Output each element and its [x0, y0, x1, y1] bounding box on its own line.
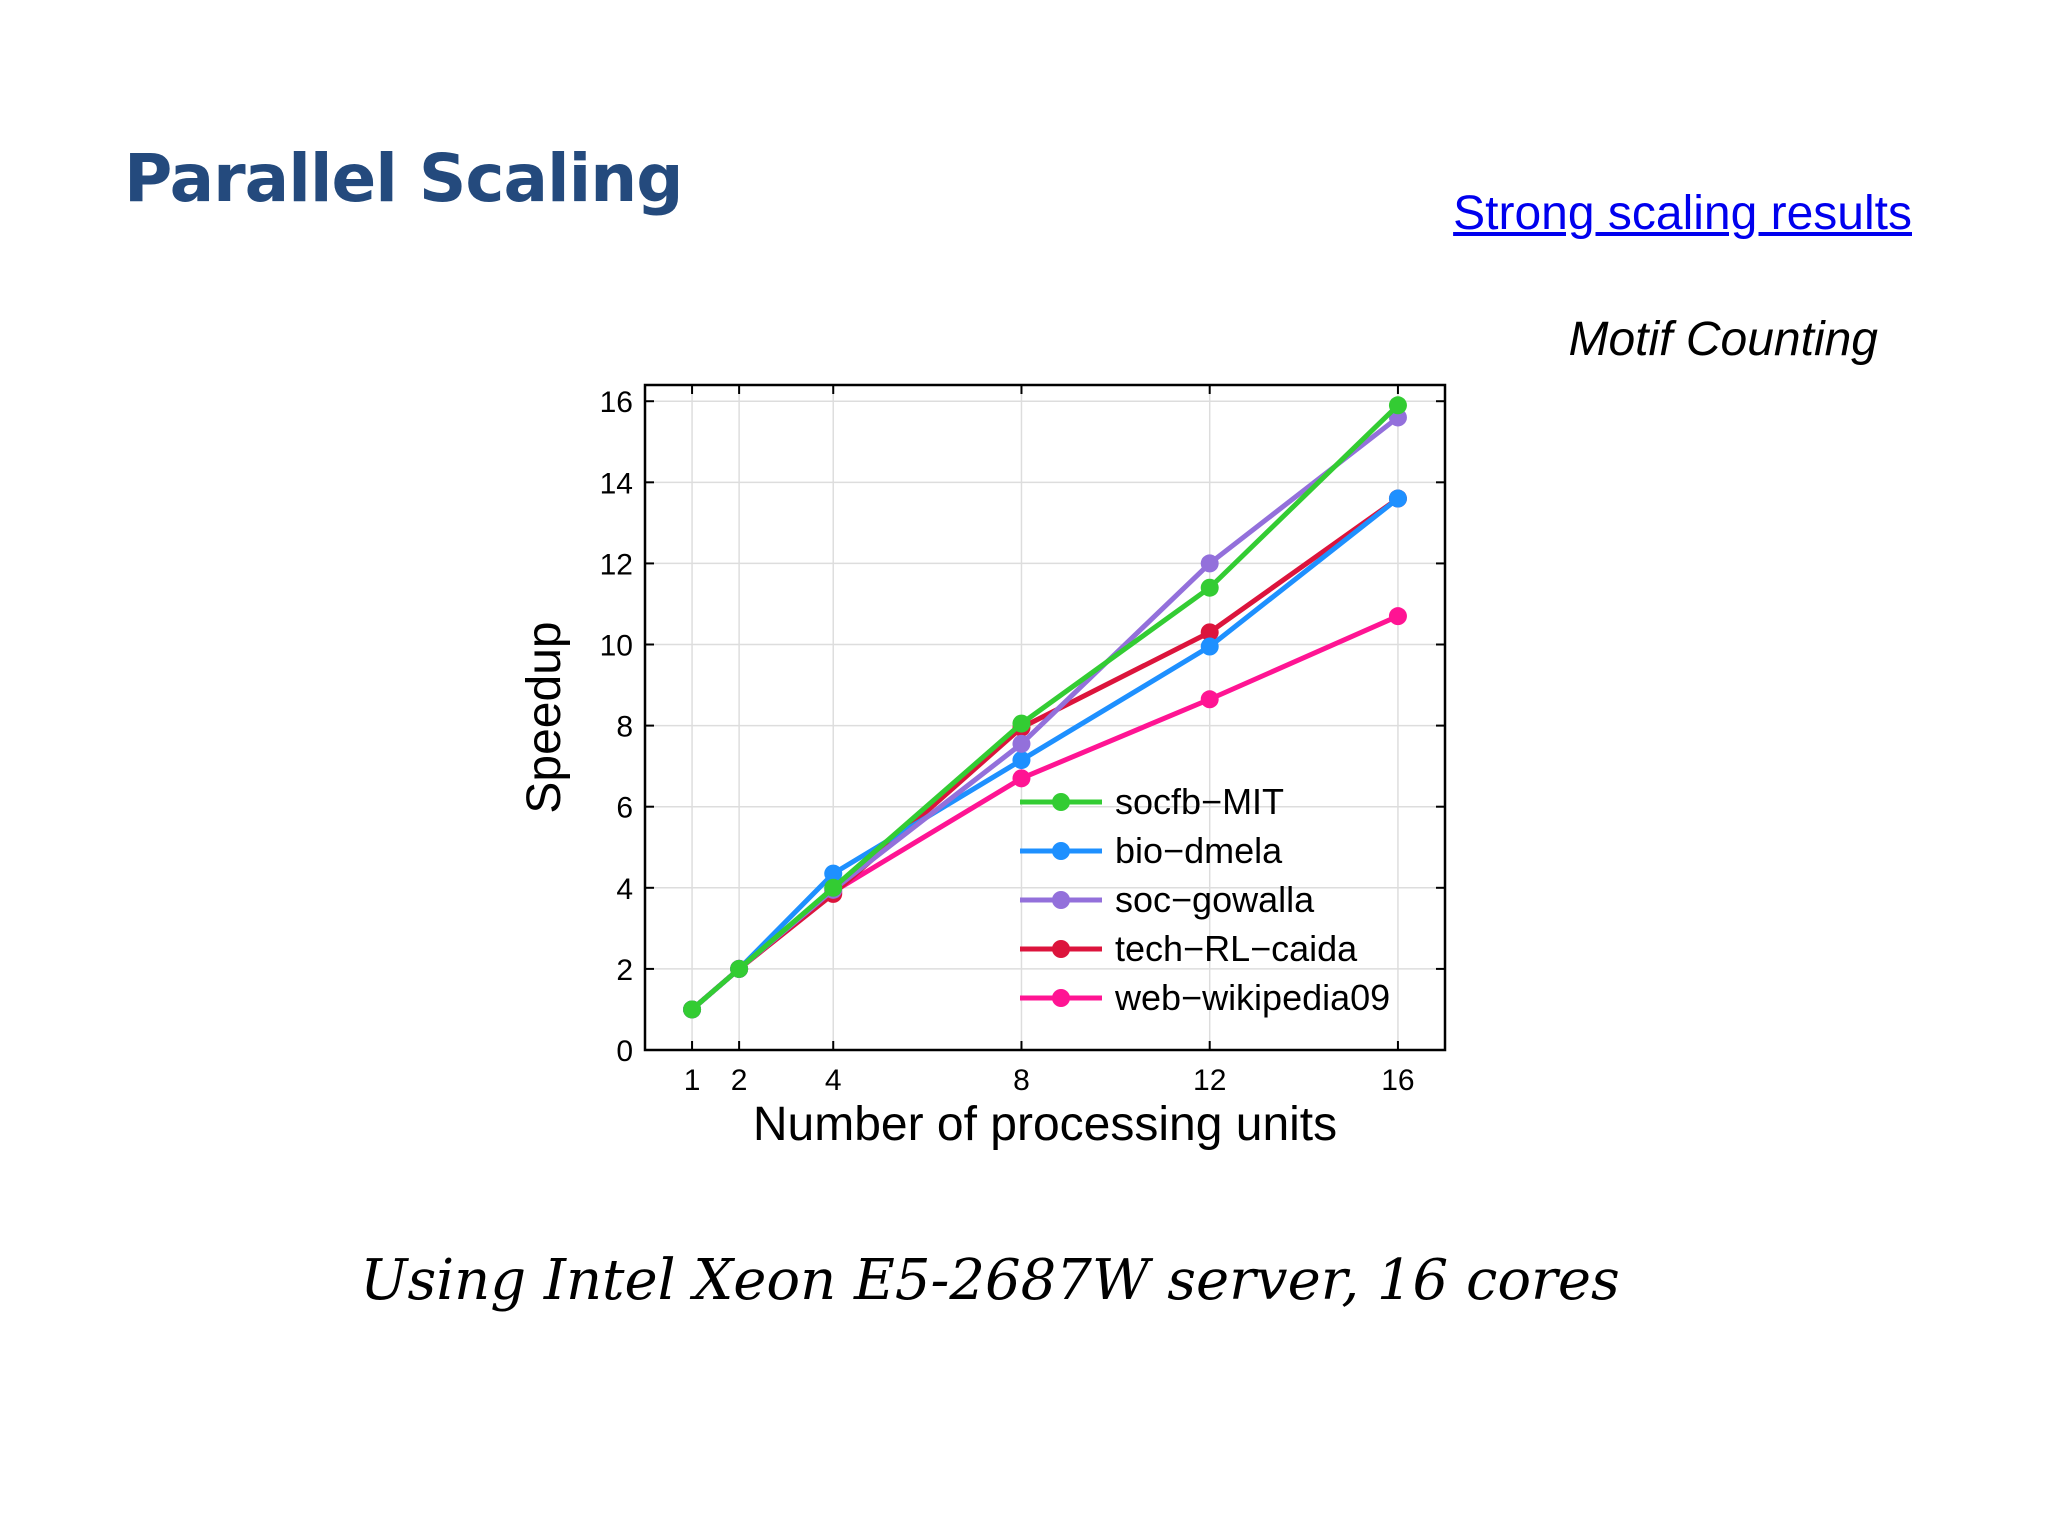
data-point	[1012, 734, 1031, 753]
legend-label: soc−gowalla	[1115, 879, 1315, 920]
legend-swatch-marker	[1052, 891, 1070, 909]
data-point	[1200, 690, 1219, 709]
plot-frame	[643, 383, 1447, 1052]
legend-label: web−wikipedia09	[1114, 977, 1390, 1018]
data-point	[1200, 623, 1219, 642]
data-point	[1388, 396, 1407, 415]
legend-item-bio-dmela: bio−dmela	[1020, 830, 1283, 871]
data-point	[1388, 489, 1407, 508]
y-tick-label: 0	[616, 1035, 633, 1068]
data-point	[730, 959, 749, 978]
series-socfb-mit	[683, 396, 1407, 1019]
y-tick-label: 6	[616, 792, 633, 825]
y-tick-label: 12	[600, 548, 633, 581]
y-tick-label: 4	[616, 873, 633, 906]
legend-label: socfb−MIT	[1115, 781, 1284, 822]
legend-item-socfb-mit: socfb−MIT	[1020, 781, 1284, 822]
legend-item-web-wikipedia09: web−wikipedia09	[1020, 977, 1390, 1018]
y-tick-label: 10	[600, 630, 633, 663]
x-tick-label: 12	[1193, 1064, 1226, 1097]
y-tick-label: 2	[616, 954, 633, 987]
series-line-socfb-mit	[689, 402, 1401, 1012]
series-layer	[683, 396, 1407, 1019]
strong-scaling-link[interactable]: Strong scaling results	[1453, 187, 1912, 240]
legend-item-tech-rl-caida: tech−RL−caida	[1020, 928, 1358, 969]
y-tick-label: 14	[600, 467, 633, 500]
legend-swatch-marker	[1052, 842, 1070, 860]
legend-label: bio−dmela	[1115, 830, 1283, 871]
legend-item-soc-gowalla: soc−gowalla	[1020, 879, 1315, 920]
legend: socfb−MIT bio−dmela soc−gowalla tech−RL−cai…	[1020, 781, 1390, 1018]
slide-caption: Using Intel Xeon E5-2687W server, 16 cor…	[360, 1248, 1620, 1313]
data-point	[1200, 637, 1219, 656]
data-point	[1200, 578, 1219, 597]
x-axis-label: Number of processing units	[753, 1098, 1337, 1151]
x-tick-label: 1	[684, 1064, 701, 1097]
data-point	[1012, 751, 1031, 770]
x-tick-label: 4	[825, 1064, 842, 1097]
y-tick-label: 8	[616, 711, 633, 744]
y-tick-label: 16	[600, 386, 633, 419]
chart-subtitle: Motif Counting	[1568, 313, 1879, 366]
data-point	[1012, 714, 1031, 733]
y-axis-label: Speedup	[518, 621, 571, 813]
data-point	[1388, 607, 1407, 626]
x-tick-label: 2	[731, 1064, 748, 1097]
data-point	[683, 1000, 702, 1019]
x-tick-label: 8	[1013, 1064, 1030, 1097]
legend-label: tech−RL−caida	[1115, 928, 1358, 969]
data-point	[1200, 554, 1219, 573]
x-tick-label: 16	[1381, 1064, 1414, 1097]
legend-swatch-marker	[1052, 940, 1070, 958]
data-point	[1012, 769, 1031, 788]
legend-swatch-marker	[1052, 989, 1070, 1007]
data-point	[824, 878, 843, 897]
data-point	[824, 864, 843, 883]
legend-swatch-marker	[1052, 793, 1070, 811]
slide-title: Parallel Scaling	[124, 140, 684, 217]
